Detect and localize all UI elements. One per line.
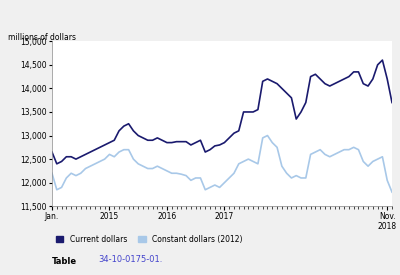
Text: 34-10-0175-01.: 34-10-0175-01. — [98, 255, 162, 264]
Text: millions of dollars: millions of dollars — [8, 33, 76, 42]
Legend: Current dollars, Constant dollars (2012): Current dollars, Constant dollars (2012) — [56, 235, 243, 244]
Text: Table: Table — [52, 257, 77, 266]
